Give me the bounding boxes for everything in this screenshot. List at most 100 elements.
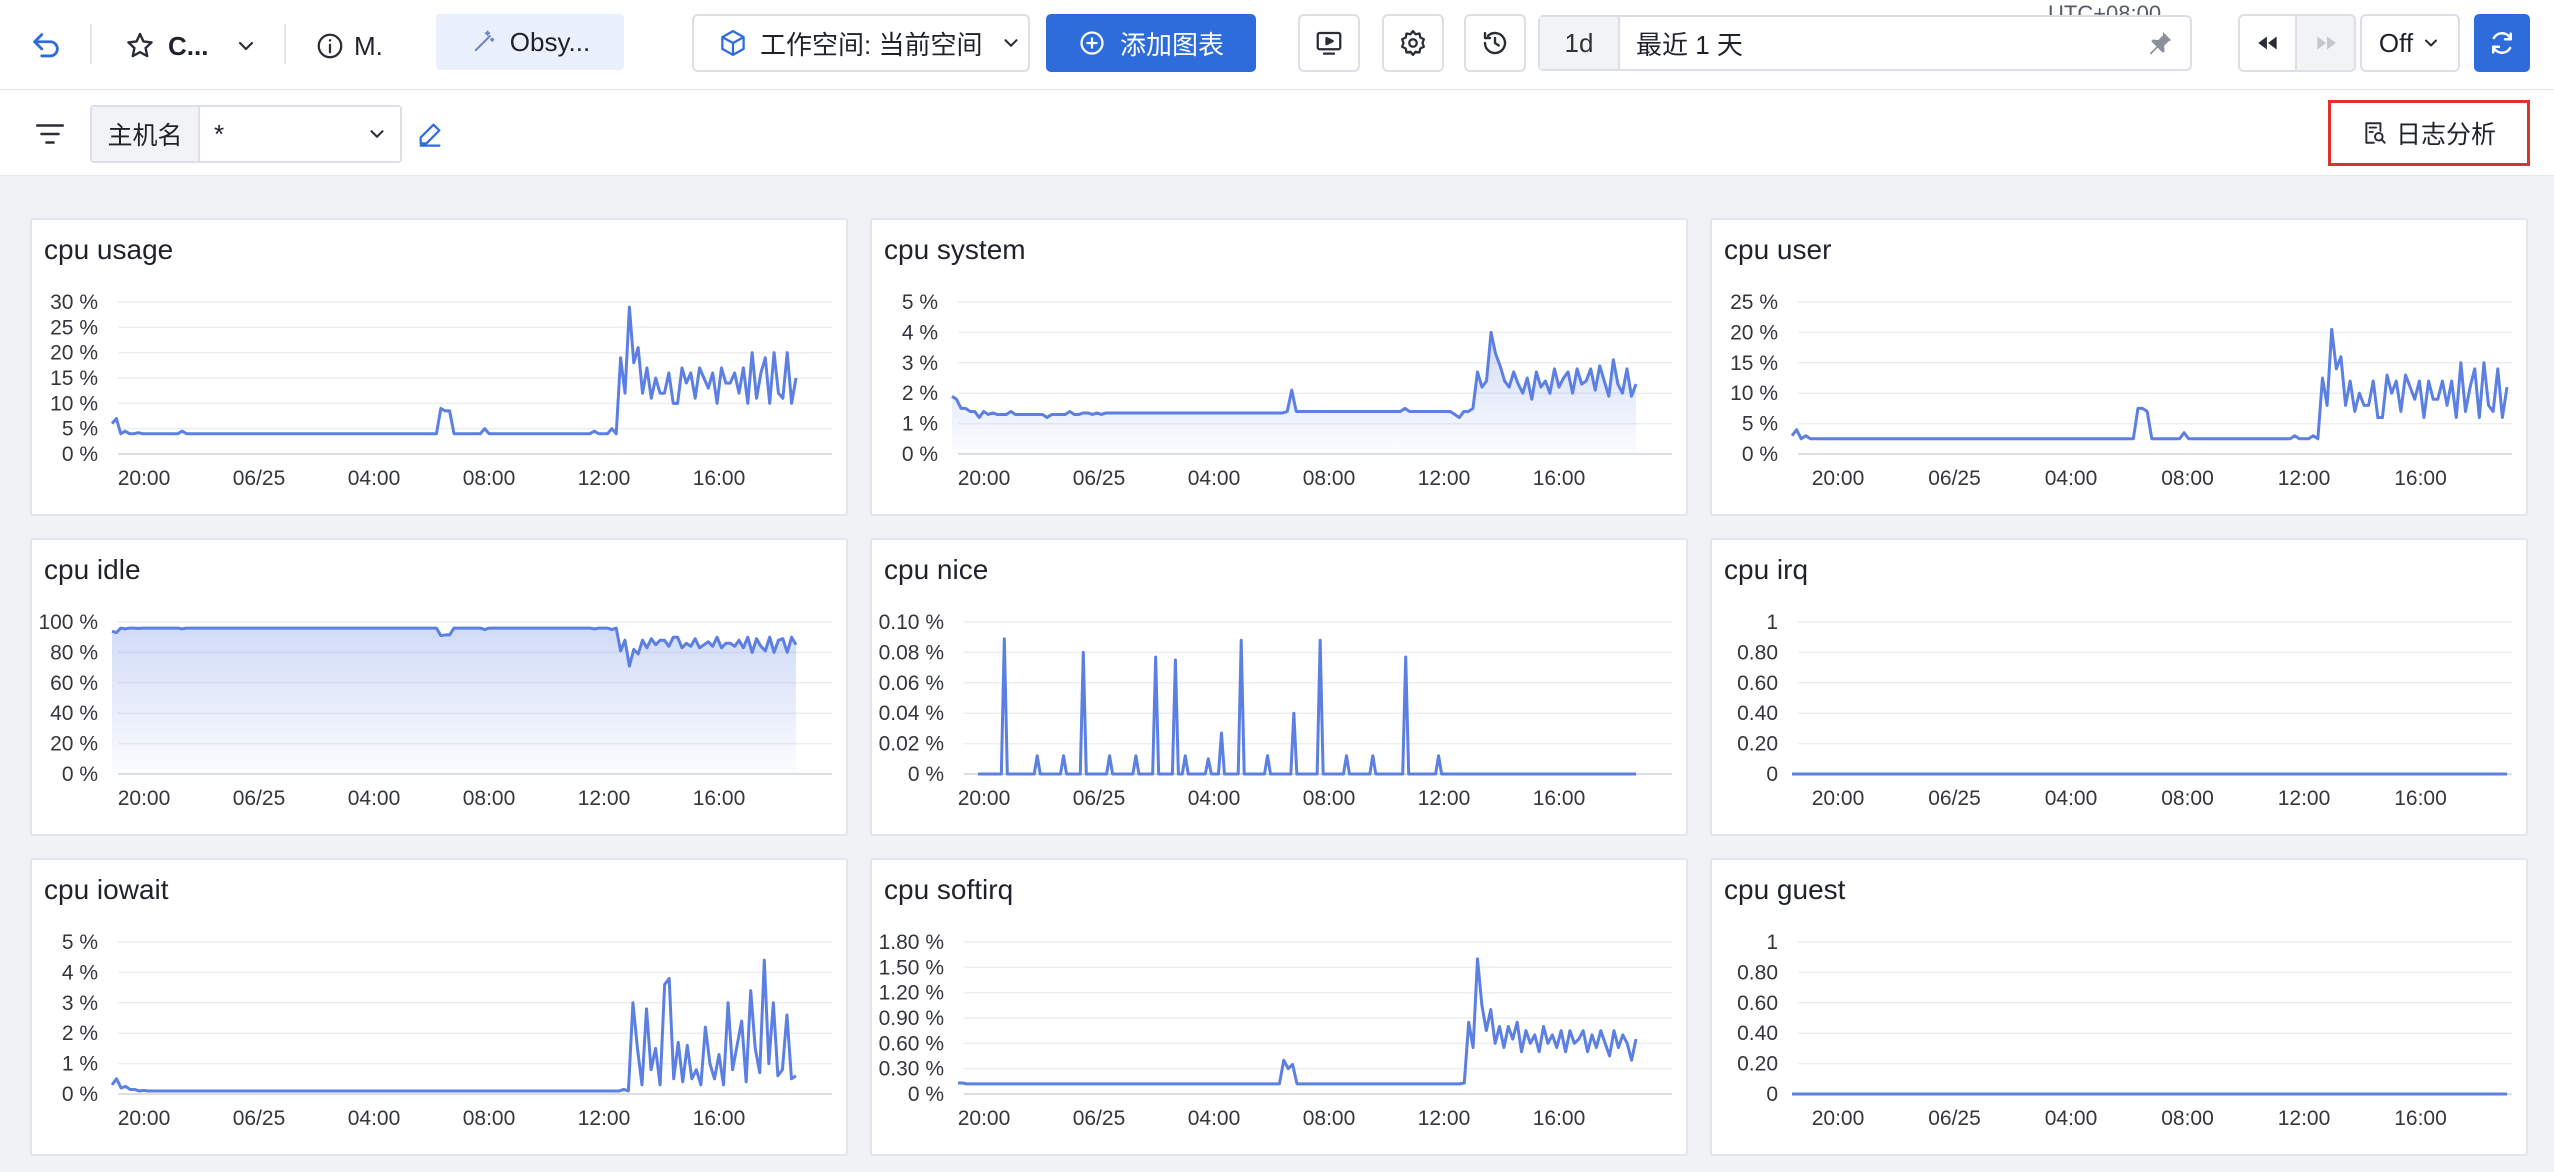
y-tick-label: 0.04 % <box>879 702 944 725</box>
x-tick-label: 04:00 <box>2045 787 2098 810</box>
hostname-filter: 主机名 * <box>90 105 402 163</box>
panel-cpu-softirq[interactable]: cpu softirq 1.80 % 1.50 % 1.20 % 0.90 % 0.60… <box>870 858 1688 1156</box>
add-chart-button[interactable]: 添加图表 <box>1046 14 1256 72</box>
time-range-picker[interactable]: 1d 最近 1 天 <box>1538 15 2192 71</box>
back-icon[interactable] <box>24 24 68 68</box>
y-tick-label: 0.08 % <box>879 641 944 664</box>
y-tick-label: 1.80 % <box>879 931 944 954</box>
dashboard-name[interactable]: C... <box>168 30 209 61</box>
x-tick-label: 20:00 <box>1812 1107 1865 1130</box>
x-tick-label: 08:00 <box>463 787 516 810</box>
x-tick-label: 20:00 <box>1812 787 1865 810</box>
x-tick-label: 04:00 <box>1188 1107 1241 1130</box>
panel-cpu-iowait[interactable]: cpu iowait 5 % 4 % 3 % 2 % 1 % 0 % 20:00 06/25 0… <box>30 858 848 1156</box>
time-range-label[interactable]: 最近 1 天 <box>1636 29 1743 60</box>
star-icon[interactable] <box>118 24 162 68</box>
series-line <box>951 330 1638 420</box>
cube-icon <box>721 30 745 56</box>
x-tick-label: 04:00 <box>1188 467 1241 490</box>
rewind-icon[interactable] <box>2240 16 2298 70</box>
panel-cpu-system[interactable]: cpu system 5 % 4 % 3 % 2 % 1 % 0 % 20:00 06/25 0… <box>870 218 1688 516</box>
x-tick-label: 08:00 <box>1303 467 1356 490</box>
panel-title: cpu guest <box>1724 874 1846 905</box>
filter-icon[interactable] <box>28 112 72 156</box>
panel-cpu-nice[interactable]: cpu nice 0.10 % 0.08 % 0.06 % 0.04 % 0.02 % 0… <box>870 538 1688 836</box>
info-icon[interactable] <box>310 24 350 68</box>
y-tick-label: 4 % <box>902 321 938 344</box>
gear-icon <box>1401 30 1425 56</box>
panel-cpu-irq[interactable]: cpu irq 1 0.80 0.60 0.40 0.20 0 20:00 06/25 04:0… <box>1710 538 2528 836</box>
settings-button[interactable] <box>1382 14 1444 72</box>
edit-icon[interactable] <box>410 112 450 156</box>
cpu-softirq-chart: 1.80 %1.50 % 1.20 %0.90 %0.60 % 0.30 %0 % 2… <box>879 931 1672 1130</box>
panel-cpu-guest[interactable]: cpu guest 1 0.80 0.60 0.40 0.20 0 20:00 06/25 04… <box>1710 858 2528 1156</box>
panel-cpu-usage[interactable]: cpu usage 30 % 25 % 20 % 15 % 10 % 5 % 0 % 20:0… <box>30 218 848 516</box>
pin-icon[interactable] <box>2130 17 2190 69</box>
x-tick-label: 12:00 <box>1418 787 1471 810</box>
y-tick-label: 0.40 <box>1737 1022 1778 1045</box>
x-tick-label: 16:00 <box>693 1107 746 1130</box>
x-tick-label: 16:00 <box>1533 1107 1586 1130</box>
info-label[interactable]: M. <box>354 30 383 61</box>
x-tick-label: 12:00 <box>2278 787 2331 810</box>
tab-obsy[interactable]: Obsy... <box>436 14 624 70</box>
x-tick-label: 06/25 <box>1928 1107 1981 1130</box>
x-tick-label: 16:00 <box>1533 787 1586 810</box>
x-tick-label: 04:00 <box>2045 467 2098 490</box>
x-tick-label: 16:00 <box>693 467 746 490</box>
quick-range[interactable]: 1d <box>1540 17 1620 69</box>
y-tick-label: 1 % <box>902 413 938 436</box>
panel-title: cpu user <box>1724 234 1832 265</box>
x-tick-label: 04:00 <box>348 787 401 810</box>
y-tick-label: 1 <box>1766 931 1778 954</box>
fast-forward-icon[interactable] <box>2297 16 2354 70</box>
log-analysis-label: 日志分析 <box>2395 121 2496 149</box>
x-tick-label: 08:00 <box>2161 467 2214 490</box>
x-tick-label: 20:00 <box>958 1107 1011 1130</box>
filter-value: * <box>214 118 225 149</box>
y-tick-label: 2 % <box>902 382 938 405</box>
auto-refresh-select[interactable]: Off <box>2360 14 2460 72</box>
add-chart-label: 添加图表 <box>1119 29 1224 60</box>
log-analysis-button[interactable]: 日志分析 <box>2328 100 2530 166</box>
y-tick-label: 15 % <box>50 367 98 390</box>
chevron-down-icon[interactable] <box>228 24 264 68</box>
history-button[interactable] <box>1464 14 1526 72</box>
panel-cpu-idle[interactable]: cpu idle 100 % 80 % 60 % 40 % 20 % 0 % 20:00 06… <box>30 538 848 836</box>
workspace-select[interactable]: 工作空间: 当前空间 <box>692 14 1030 72</box>
cpu-user-chart: 25 % 20 % 15 % 10 % 5 % 0 % 20:00 06/25 04:00 08:… <box>1730 291 2512 490</box>
chevron-down-icon <box>370 130 384 138</box>
x-tick-label: 12:00 <box>1418 1107 1471 1130</box>
x-tick-label: 12:00 <box>578 1107 631 1130</box>
cpu-system-chart: 5 % 4 % 3 % 2 % 1 % 0 % 20:00 06/25 04:00 08:00 12… <box>902 291 1672 490</box>
x-tick-label: 06/25 <box>233 1107 286 1130</box>
y-tick-label: 3 % <box>62 992 98 1015</box>
cpu-iowait-chart: 5 % 4 % 3 % 2 % 1 % 0 % 20:00 06/25 04:00 08:00 12… <box>62 931 832 1130</box>
y-tick-label: 80 % <box>50 641 98 664</box>
cpu-idle-chart: 100 % 80 % 60 % 40 % 20 % 0 % 20:00 06/25 04:00 0… <box>38 611 832 810</box>
tab-label: Obsy... <box>509 26 591 57</box>
hostname-select[interactable]: * <box>200 107 400 161</box>
x-tick-label: 06/25 <box>1073 467 1126 490</box>
panel-cpu-user[interactable]: cpu user 25 % 20 % 15 % 10 % 5 % 0 % 20:00 06/2… <box>1710 218 2528 516</box>
series-area <box>112 628 796 774</box>
y-tick-label: 0 <box>1766 1083 1778 1106</box>
presentation-button[interactable] <box>1298 14 1360 72</box>
panel-title: cpu system <box>884 234 1026 265</box>
y-tick-label: 10 % <box>1730 382 1778 405</box>
y-tick-label: 0.40 <box>1737 702 1778 725</box>
y-tick-label: 25 % <box>1730 291 1778 314</box>
y-tick-label: 5 % <box>1742 413 1778 436</box>
cpu-irq-chart: 1 0.80 0.60 0.40 0.20 0 20:00 06/25 04:00 08:00 12… <box>1737 611 2512 810</box>
top-toolbar: C... M. Obsy... 工作空间: 当前空间 添加图表 UTC+08:0… <box>0 0 2554 90</box>
x-tick-label: 08:00 <box>2161 787 2214 810</box>
filter-label: 主机名 <box>92 107 200 161</box>
x-tick-label: 20:00 <box>118 1107 171 1130</box>
refresh-button[interactable] <box>2474 14 2530 72</box>
series-line <box>978 637 1636 776</box>
y-tick-label: 0 % <box>62 443 98 466</box>
panel-title: cpu irq <box>1724 554 1809 585</box>
cpu-guest-chart: 1 0.80 0.60 0.40 0.20 0 20:00 06/25 04:00 08:00 12… <box>1737 931 2512 1130</box>
series-line <box>1790 327 2509 441</box>
cpu-usage-chart: 30 %25 % 20 %15 %10 % 5 %0 % 20:00 06/25 04:0… <box>50 291 832 490</box>
